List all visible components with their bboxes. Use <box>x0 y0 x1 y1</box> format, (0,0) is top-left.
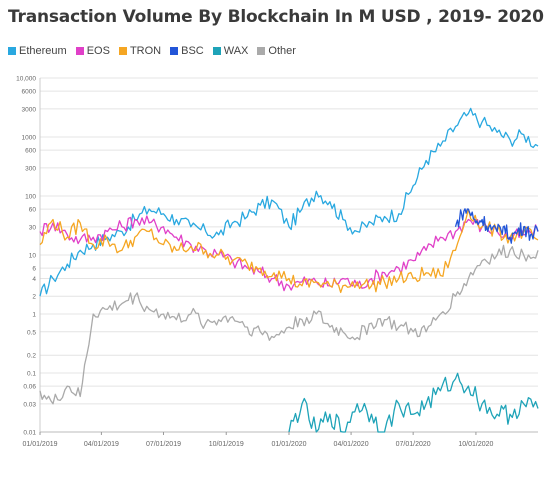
y-tick-label: 100 <box>25 194 36 201</box>
series-line-other <box>39 244 539 405</box>
y-tick-label: 0.01 <box>23 430 36 437</box>
y-tick-label: 4 <box>32 276 36 283</box>
legend-label: EOS <box>86 45 110 57</box>
legend-swatch <box>170 47 179 55</box>
series-line-ethereum <box>39 107 539 297</box>
x-tick-label: 01/01/2020 <box>271 441 306 448</box>
y-tick-label: 2 <box>32 294 36 301</box>
legend-swatch <box>212 47 221 55</box>
y-tick-label: 3000 <box>22 106 37 113</box>
series-line-eos <box>39 215 539 292</box>
series-line-tron <box>39 208 539 294</box>
y-tick-label: 1 <box>32 312 36 319</box>
x-tick-label: 04/01/2020 <box>334 441 369 448</box>
legend-label: Other <box>268 45 296 57</box>
x-tick-label: 07/01/2020 <box>396 441 431 448</box>
y-tick-label: 0.5 <box>27 329 36 336</box>
y-tick-label: 0.06 <box>23 384 36 391</box>
x-tick-label: 01/01/2019 <box>22 441 57 448</box>
line-chart: 10,000 6000 3000 1000 600 300 100 60 30 10 6 4 2 1 0.5… <box>16 76 539 448</box>
legend-item[interactable]: Other <box>257 45 296 57</box>
legend-swatch <box>118 47 127 55</box>
y-tick-label: 0.2 <box>27 353 36 360</box>
y-tick-label: 10 <box>29 253 37 260</box>
y-tick-label: 0.03 <box>23 401 36 408</box>
legend-item[interactable]: WAX <box>212 45 249 57</box>
legend-item[interactable]: EOS <box>75 45 110 57</box>
y-tick-label: 10,000 <box>16 76 36 83</box>
legend-swatch <box>8 47 16 55</box>
y-tick-label: 30 <box>29 224 37 231</box>
legend-label: WAX <box>223 45 249 57</box>
legend-swatch <box>257 47 266 55</box>
y-tick-label: 6 <box>32 266 36 273</box>
y-tick-label: 0.1 <box>27 371 36 378</box>
series-line-wax <box>288 372 539 433</box>
y-tick-label: 600 <box>25 148 36 155</box>
legend-label: TRON <box>129 45 162 57</box>
legend-label: Ethereum <box>19 45 67 57</box>
legend-label: BSC <box>181 45 204 57</box>
y-tick-label: 300 <box>25 165 36 172</box>
y-tick-label: 60 <box>29 207 37 214</box>
legend-item[interactable]: Ethereum <box>8 45 67 57</box>
chart-title: Transaction Volume By Blockchain In M US… <box>8 7 544 27</box>
legend-item[interactable]: TRON <box>118 45 162 57</box>
y-tick-label: 6000 <box>22 89 37 96</box>
x-tick-label: 10/01/2019 <box>209 441 244 448</box>
series-line-bsc <box>454 208 539 244</box>
chart-legend: Ethereum EOS TRON BSC WAX Other <box>8 43 305 59</box>
x-tick-label: 10/01/2020 <box>458 441 493 448</box>
x-tick-label: 07/01/2019 <box>146 441 181 448</box>
legend-item[interactable]: BSC <box>170 45 204 57</box>
y-tick-label: 1000 <box>22 135 37 142</box>
legend-swatch <box>75 47 84 55</box>
x-tick-label: 04/01/2019 <box>84 441 119 448</box>
